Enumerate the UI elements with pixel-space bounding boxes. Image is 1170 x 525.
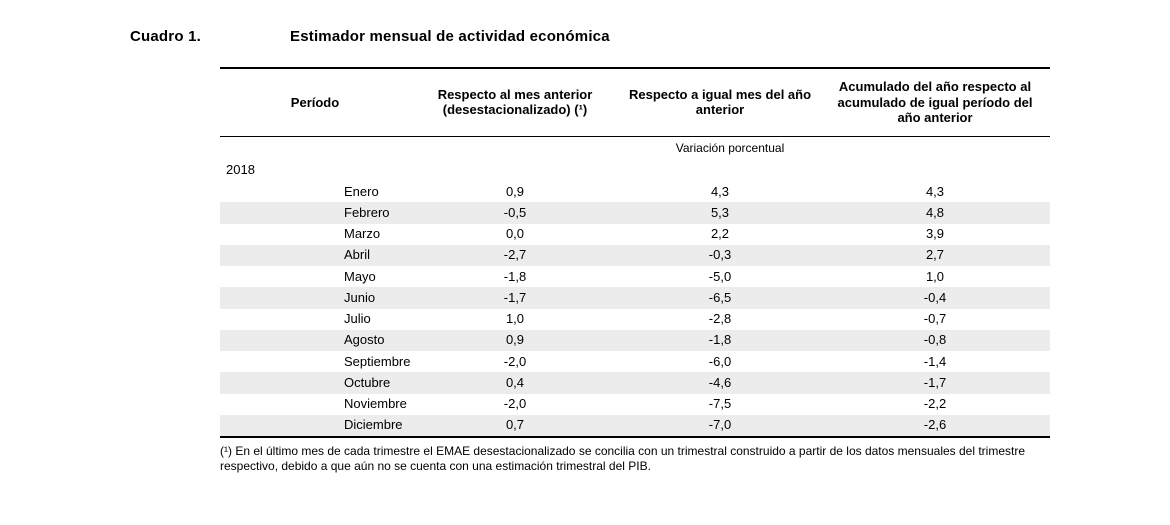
value-cell: 0,0 (410, 224, 620, 245)
value-cell: 1,0 (820, 266, 1050, 287)
month-cell: Junio (290, 287, 410, 308)
table-row: Junio-1,7-6,5-0,4 (220, 287, 1050, 308)
header-row: Período Respecto al mes anterior (desest… (220, 68, 1050, 136)
table-row: Agosto0,9-1,8-0,8 (220, 330, 1050, 351)
row-indent (220, 309, 290, 330)
value-cell: -2,0 (410, 394, 620, 415)
value-cell: 0,9 (410, 330, 620, 351)
value-cell: -4,6 (620, 372, 820, 393)
subheader-label: Variación porcentual (410, 136, 1050, 160)
value-cell: 4,8 (820, 202, 1050, 223)
value-cell: -2,2 (820, 394, 1050, 415)
value-cell: -7,5 (620, 394, 820, 415)
table-row: Abril-2,7-0,32,7 (220, 245, 1050, 266)
table-title: Estimador mensual de actividad económica (290, 28, 610, 45)
month-cell: Mayo (290, 266, 410, 287)
month-cell: Agosto (290, 330, 410, 351)
row-indent (220, 202, 290, 223)
value-cell: -1,7 (820, 372, 1050, 393)
month-cell: Septiembre (290, 351, 410, 372)
value-cell: -2,6 (820, 415, 1050, 436)
table-row: Marzo0,02,23,9 (220, 224, 1050, 245)
value-cell: -1,7 (410, 287, 620, 308)
footnote: (¹) En el último mes de cada trimestre e… (220, 438, 1050, 474)
year-label: 2018 (220, 160, 1050, 181)
value-cell: 5,3 (620, 202, 820, 223)
value-cell: 0,9 (410, 181, 620, 202)
month-cell: Marzo (290, 224, 410, 245)
value-cell: -0,4 (820, 287, 1050, 308)
value-cell: -1,8 (620, 330, 820, 351)
value-cell: -5,0 (620, 266, 820, 287)
page: Cuadro 1. Estimador mensual de actividad… (0, 0, 1170, 525)
year-row: 2018 (220, 160, 1050, 181)
row-indent (220, 372, 290, 393)
month-cell: Abril (290, 245, 410, 266)
table-row: Mayo-1,8-5,01,0 (220, 266, 1050, 287)
col-mes-anterior: Respecto al mes anterior (desestacionali… (410, 68, 620, 136)
month-cell: Julio (290, 309, 410, 330)
value-cell: -6,0 (620, 351, 820, 372)
value-cell: -7,0 (620, 415, 820, 436)
value-cell: -6,5 (620, 287, 820, 308)
table-row: Julio1,0-2,8-0,7 (220, 309, 1050, 330)
row-indent (220, 287, 290, 308)
value-cell: 2,2 (620, 224, 820, 245)
table-body: Variación porcentual 2018 Enero0,94,34,3… (220, 136, 1050, 437)
table-row: Enero0,94,34,3 (220, 181, 1050, 202)
value-cell: -0,8 (820, 330, 1050, 351)
row-indent (220, 394, 290, 415)
value-cell: 0,7 (410, 415, 620, 436)
value-cell: 1,0 (410, 309, 620, 330)
row-indent (220, 224, 290, 245)
value-cell: -2,0 (410, 351, 620, 372)
subheader-row: Variación porcentual (220, 136, 1050, 160)
heading-row: Cuadro 1. Estimador mensual de actividad… (130, 28, 1050, 45)
value-cell: 4,3 (620, 181, 820, 202)
value-cell: -0,7 (820, 309, 1050, 330)
bottom-rule (220, 436, 1050, 437)
table-row: Octubre0,4-4,6-1,7 (220, 372, 1050, 393)
table-row: Noviembre-2,0-7,5-2,2 (220, 394, 1050, 415)
value-cell: 3,9 (820, 224, 1050, 245)
table-number-label: Cuadro 1. (130, 28, 290, 45)
col-acumulado: Acumulado del año respecto al acumulado … (820, 68, 1050, 136)
emae-table: Período Respecto al mes anterior (desest… (220, 67, 1050, 438)
col-periodo: Período (220, 68, 410, 136)
row-indent (220, 266, 290, 287)
col-igual-mes: Respecto a igual mes del año anterior (620, 68, 820, 136)
value-cell: 4,3 (820, 181, 1050, 202)
month-cell: Enero (290, 181, 410, 202)
row-indent (220, 415, 290, 436)
value-cell: -1,4 (820, 351, 1050, 372)
table-row: Diciembre0,7-7,0-2,6 (220, 415, 1050, 436)
value-cell: 0,4 (410, 372, 620, 393)
value-cell: 2,7 (820, 245, 1050, 266)
row-indent (220, 181, 290, 202)
row-indent (220, 351, 290, 372)
value-cell: -2,7 (410, 245, 620, 266)
month-cell: Diciembre (290, 415, 410, 436)
table-wrap: Período Respecto al mes anterior (desest… (220, 67, 1050, 438)
value-cell: -1,8 (410, 266, 620, 287)
value-cell: -0,3 (620, 245, 820, 266)
value-cell: -2,8 (620, 309, 820, 330)
row-indent (220, 245, 290, 266)
table-row: Septiembre-2,0-6,0-1,4 (220, 351, 1050, 372)
month-cell: Febrero (290, 202, 410, 223)
table-row: Febrero-0,55,34,8 (220, 202, 1050, 223)
month-cell: Noviembre (290, 394, 410, 415)
row-indent (220, 330, 290, 351)
value-cell: -0,5 (410, 202, 620, 223)
month-cell: Octubre (290, 372, 410, 393)
